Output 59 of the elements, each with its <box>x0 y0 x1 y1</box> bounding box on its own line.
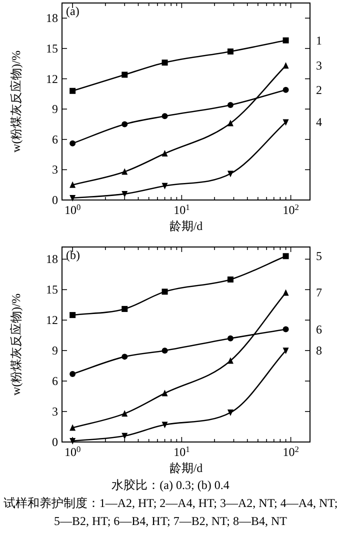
y-tick-label: 0 <box>52 193 58 207</box>
point <box>122 354 128 360</box>
legend-label: 7 <box>316 286 322 300</box>
point <box>122 168 128 175</box>
y-tick-label: 12 <box>46 313 58 328</box>
x-tick-label: 10$^{2}$ <box>282 202 299 217</box>
x-axis-title: 龄期/d <box>169 219 203 233</box>
text: 1 <box>316 33 322 48</box>
x-tick-label: 10$^{0}$ <box>64 444 81 459</box>
legend-label: 4 <box>316 115 322 130</box>
y-tick-label: 3 <box>52 404 58 419</box>
x-axis-title: 龄期/d <box>169 461 203 475</box>
point <box>227 48 234 54</box>
point <box>70 370 76 377</box>
point <box>227 335 234 342</box>
y-tick-label: 18 <box>46 11 58 26</box>
legend-label: 2 <box>316 82 322 97</box>
point <box>227 410 234 416</box>
point <box>227 170 234 178</box>
x-tick-label: 10$^{1}$ <box>174 444 190 459</box>
y-tick-label: 6 <box>52 374 58 388</box>
chart-title: (b) <box>66 248 80 262</box>
point <box>70 140 76 146</box>
y-tick-label: 15 <box>46 282 58 297</box>
y-axis-title: w(粉煤灰反应物)/% <box>9 294 23 396</box>
legend-label: 5 <box>316 249 322 264</box>
text: 6 <box>316 322 322 336</box>
x-tick-label: 10$^{1}$ <box>174 202 190 217</box>
y-tick-label: 0 <box>52 435 58 449</box>
y-axis-title: w(粉煤灰反应物)/% <box>9 50 23 152</box>
point <box>227 120 234 126</box>
chart-title: (a) <box>66 4 80 18</box>
text: 试样和养护制度：1—A2, HT; 2—A4, HT; 3—A2, NT; 4—A4, NT; 5—B2, HT; 6—B4, HT; 7—B2, NT; 8—B4, NT <box>2 495 339 530</box>
x-tick-label: 10$^{2}$ <box>282 444 299 459</box>
text: 水胶比：(a) 0.3; (b) 0.4 <box>110 477 230 494</box>
point <box>70 194 76 202</box>
legend-label: 8 <box>316 344 322 358</box>
y-tick-label: 18 <box>46 252 58 266</box>
point <box>122 306 128 312</box>
point <box>122 432 128 440</box>
x-tick-label: 10$^{0}$ <box>64 202 81 217</box>
point <box>122 410 128 417</box>
point <box>122 72 128 78</box>
y-tick-label: 6 <box>52 132 58 146</box>
point <box>122 190 128 198</box>
legend-label: 3 <box>316 58 322 73</box>
y-tick-label: 12 <box>46 72 58 86</box>
y-tick-label: 15 <box>46 41 58 56</box>
point <box>70 88 76 94</box>
point <box>70 181 76 188</box>
point <box>227 357 234 364</box>
point <box>70 424 76 431</box>
point <box>227 102 234 108</box>
point <box>122 121 128 128</box>
y-tick-label: 9 <box>52 102 58 116</box>
point <box>70 312 76 318</box>
point <box>227 276 234 282</box>
y-tick-label: 9 <box>52 344 58 358</box>
y-tick-label: 3 <box>52 162 58 177</box>
